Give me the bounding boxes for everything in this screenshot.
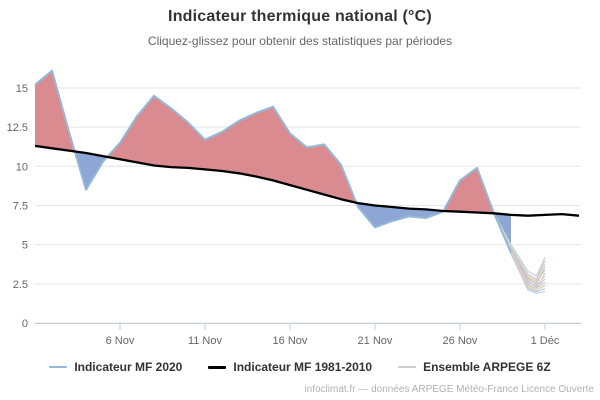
legend-label: Indicateur MF 2020 xyxy=(74,360,183,374)
x-axis-label: 16 Nov xyxy=(273,335,308,347)
legend-item-normal[interactable]: Indicateur MF 1981-2010 xyxy=(208,360,372,374)
series-mf2020-line xyxy=(34,69,512,253)
y-axis-label: 0 xyxy=(22,318,28,330)
credit-text: infoclimat.fr — données ARPEGE Météo-Fra… xyxy=(304,384,594,395)
x-axis-label: 11 Nov xyxy=(188,335,223,347)
mf2020-line-swatch-icon xyxy=(49,366,68,368)
area-above-normal xyxy=(107,95,357,203)
y-axis-label: 10 xyxy=(16,161,28,173)
x-axis-label: 26 Nov xyxy=(443,335,478,347)
y-axis-label: 5 xyxy=(22,240,28,252)
x-axis-label: 21 Nov xyxy=(358,335,393,347)
chart-subtitle: Cliquez-glissez pour obtenir des statist… xyxy=(147,34,453,48)
ensemble-line-swatch-icon xyxy=(398,366,417,368)
area-below-normal xyxy=(74,151,108,190)
normal-line-swatch-icon xyxy=(208,365,227,369)
x-axis-label: 1 Déc xyxy=(531,335,560,347)
series-normal-line xyxy=(34,144,580,217)
legend-label: Indicateur MF 1981-2010 xyxy=(233,360,373,374)
legend-item-mf2020[interactable]: Indicateur MF 2020 xyxy=(49,360,182,374)
x-axis-label: 6 Nov xyxy=(106,335,135,347)
y-axis-label: 12.5 xyxy=(7,122,28,134)
chart-title: Indicateur thermique national (°C) xyxy=(168,8,432,25)
area-above-normal xyxy=(35,70,75,152)
area-below-normal xyxy=(356,202,444,228)
y-axis-label: 7.5 xyxy=(13,200,28,212)
legend: Indicateur MF 2020 Indicateur MF 1981-20… xyxy=(0,360,600,374)
legend-item-ensemble[interactable]: Ensemble ARPEGE 6Z xyxy=(398,360,551,374)
y-axis-label: 2.5 xyxy=(13,279,28,291)
ensemble-member-line xyxy=(493,213,546,282)
y-axis-label: 15 xyxy=(16,83,28,95)
legend-label: Ensemble ARPEGE 6Z xyxy=(423,360,551,374)
area-above-normal xyxy=(443,167,494,214)
